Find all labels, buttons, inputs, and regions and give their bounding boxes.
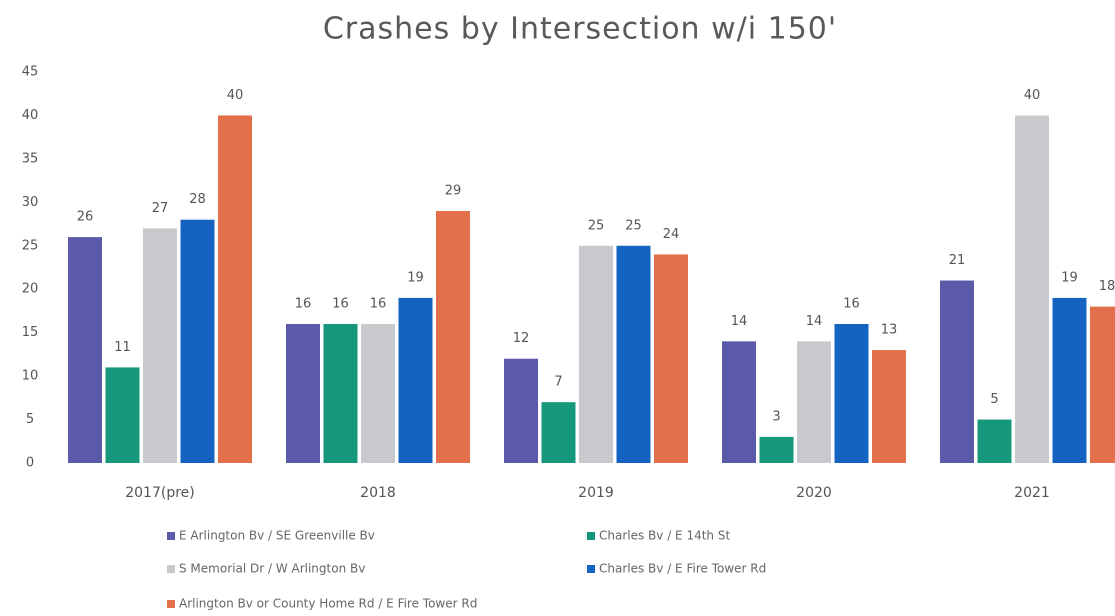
legend-swatch bbox=[167, 565, 175, 573]
data-label: 3 bbox=[772, 409, 780, 424]
bar bbox=[616, 245, 651, 463]
bar bbox=[286, 323, 320, 463]
data-label: 16 bbox=[295, 296, 312, 311]
bar bbox=[105, 367, 140, 463]
y-tick-label: 30 bbox=[22, 195, 39, 210]
x-tick-label: 2018 bbox=[360, 485, 396, 501]
bar bbox=[834, 323, 869, 463]
data-label: 29 bbox=[445, 184, 462, 199]
data-label: 26 bbox=[77, 210, 94, 225]
y-tick-label: 10 bbox=[22, 369, 39, 384]
data-label: 16 bbox=[332, 296, 349, 311]
bar bbox=[436, 211, 470, 463]
bar bbox=[759, 436, 794, 463]
data-label: 40 bbox=[1024, 88, 1041, 103]
bar bbox=[180, 219, 215, 463]
data-label: 11 bbox=[114, 340, 131, 355]
bar bbox=[872, 350, 906, 463]
data-label: 13 bbox=[881, 323, 898, 338]
x-tick-label: 2021 bbox=[1014, 485, 1050, 501]
data-label: 28 bbox=[189, 192, 206, 207]
data-label: 16 bbox=[370, 296, 387, 311]
legend-label: Arlington Bv or County Home Rd / E Fire … bbox=[179, 597, 477, 611]
data-label: 19 bbox=[1061, 270, 1078, 285]
bar bbox=[797, 341, 831, 463]
legend-label: Charles Bv / E 14th St bbox=[599, 529, 730, 543]
data-label: 21 bbox=[949, 253, 966, 268]
y-tick-label: 5 bbox=[26, 412, 34, 427]
legend-swatch bbox=[587, 565, 595, 573]
bar bbox=[1090, 306, 1115, 463]
bar bbox=[977, 419, 1012, 463]
y-tick-label: 15 bbox=[22, 325, 39, 340]
legend-swatch bbox=[167, 600, 175, 608]
legend-swatch bbox=[167, 532, 175, 540]
data-label: 18 bbox=[1099, 279, 1115, 294]
x-tick-label: 2019 bbox=[578, 485, 614, 501]
y-tick-label: 45 bbox=[22, 65, 39, 80]
data-label: 25 bbox=[588, 218, 605, 233]
bar bbox=[940, 280, 974, 463]
data-label: 7 bbox=[554, 375, 562, 390]
data-label: 14 bbox=[806, 314, 823, 329]
data-label: 14 bbox=[731, 314, 748, 329]
y-tick-label: 40 bbox=[22, 108, 39, 123]
bar bbox=[398, 297, 433, 463]
legend-label: E Arlington Bv / SE Greenville Bv bbox=[179, 529, 375, 543]
data-label: 40 bbox=[227, 88, 244, 103]
bar bbox=[541, 402, 576, 463]
bar bbox=[1052, 297, 1087, 463]
y-tick-label: 35 bbox=[22, 151, 39, 166]
legend-label: Charles Bv / E Fire Tower Rd bbox=[599, 562, 766, 576]
bar bbox=[361, 323, 395, 463]
data-label: 24 bbox=[663, 227, 680, 242]
x-tick-label: 2017(pre) bbox=[125, 485, 195, 501]
data-label: 12 bbox=[513, 331, 530, 346]
y-tick-label: 25 bbox=[22, 238, 39, 253]
bar bbox=[68, 237, 102, 463]
bar bbox=[579, 245, 613, 463]
y-tick-label: 0 bbox=[26, 456, 34, 471]
data-label: 27 bbox=[152, 201, 169, 216]
legend-label: S Memorial Dr / W Arlington Bv bbox=[179, 562, 365, 576]
bar bbox=[1015, 115, 1049, 463]
bar bbox=[722, 341, 756, 463]
bar bbox=[323, 323, 358, 463]
bar bbox=[504, 358, 538, 463]
bar bbox=[654, 254, 688, 463]
y-tick-label: 20 bbox=[22, 282, 39, 297]
chart-title: Crashes by Intersection w/i 150' bbox=[323, 12, 837, 47]
data-label: 19 bbox=[407, 270, 424, 285]
data-label: 16 bbox=[843, 296, 860, 311]
bar bbox=[143, 228, 177, 463]
bar bbox=[218, 115, 252, 463]
data-label: 25 bbox=[625, 218, 642, 233]
legend-swatch bbox=[587, 532, 595, 540]
x-tick-label: 2020 bbox=[796, 485, 832, 501]
data-label: 5 bbox=[990, 392, 998, 407]
